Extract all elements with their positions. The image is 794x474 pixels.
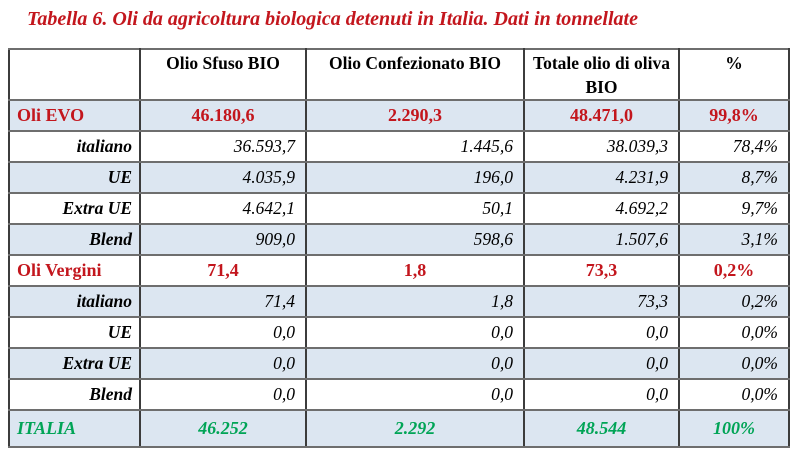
value-cell: 196,0 (305, 161, 525, 194)
header-cell-percent: % (678, 48, 790, 101)
row-label-cell: italiano (8, 130, 141, 163)
row-label-cell: UE (8, 161, 141, 194)
table-row: UE 0,0 0,0 0,0 0,0% (8, 316, 790, 349)
value-cell: 0,0 (523, 316, 680, 349)
row-label-cell: Oli Vergini (8, 254, 141, 287)
table-body: Oli EVO 46.180,6 2.290,3 48.471,0 99,8% itali… (8, 99, 790, 448)
table-row: italiano 36.593,7 1.445,6 38.039,3 78,4% (8, 130, 790, 163)
value-cell: 78,4% (678, 130, 790, 163)
value-cell: 2.290,3 (305, 99, 525, 132)
table-row: ITALIA 46.252 2.292 48.544 100% (8, 409, 790, 448)
value-cell: 48.544 (523, 409, 680, 448)
value-cell: 38.039,3 (523, 130, 680, 163)
value-cell: 0,2% (678, 254, 790, 287)
value-cell: 9,7% (678, 192, 790, 225)
header-cell-totale: Totale olio di oliva BIO (523, 48, 680, 101)
table-caption: Tabella 6. Oli da agricoltura biologica … (27, 8, 638, 30)
value-cell: 0,0 (523, 378, 680, 411)
row-label-cell: italiano (8, 285, 141, 318)
value-cell: 1,8 (305, 285, 525, 318)
table-row: Extra UE 0,0 0,0 0,0 0,0% (8, 347, 790, 380)
header-cell-olio-confezionato: Olio Confezionato BIO (305, 48, 525, 101)
value-cell: 71,4 (139, 285, 307, 318)
value-cell: 100% (678, 409, 790, 448)
row-label-cell: Oli EVO (8, 99, 141, 132)
value-cell: 0,0 (305, 347, 525, 380)
value-cell: 8,7% (678, 161, 790, 194)
table-row: Blend 909,0 598,6 1.507,6 3,1% (8, 223, 790, 256)
row-label-cell: Extra UE (8, 192, 141, 225)
value-cell: 1.445,6 (305, 130, 525, 163)
bio-oils-table: Olio Sfuso BIO Olio Confezionato BIO Tot… (8, 48, 790, 448)
value-cell: 0,0% (678, 316, 790, 349)
value-cell: 0,0 (523, 347, 680, 380)
value-cell: 46.252 (139, 409, 307, 448)
value-cell: 3,1% (678, 223, 790, 256)
value-cell: 1,8 (305, 254, 525, 287)
value-cell: 0,0% (678, 378, 790, 411)
value-cell: 0,2% (678, 285, 790, 318)
row-label-cell: ITALIA (8, 409, 141, 448)
value-cell: 0,0 (139, 347, 307, 380)
header-cell-olio-sfuso: Olio Sfuso BIO (139, 48, 307, 101)
value-cell: 0,0 (305, 316, 525, 349)
value-cell: 4.035,9 (139, 161, 307, 194)
value-cell: 4.231,9 (523, 161, 680, 194)
table-row: Oli Vergini 71,4 1,8 73,3 0,2% (8, 254, 790, 287)
value-cell: 46.180,6 (139, 99, 307, 132)
value-cell: 36.593,7 (139, 130, 307, 163)
row-label-cell: Blend (8, 223, 141, 256)
row-label-cell: UE (8, 316, 141, 349)
value-cell: 2.292 (305, 409, 525, 448)
table-row: UE 4.035,9 196,0 4.231,9 8,7% (8, 161, 790, 194)
value-cell: 4.692,2 (523, 192, 680, 225)
value-cell: 99,8% (678, 99, 790, 132)
table-row: Extra UE 4.642,1 50,1 4.692,2 9,7% (8, 192, 790, 225)
value-cell: 4.642,1 (139, 192, 307, 225)
value-cell: 0,0% (678, 347, 790, 380)
header-row: Olio Sfuso BIO Olio Confezionato BIO Tot… (8, 48, 790, 101)
header-cell-empty (8, 48, 141, 101)
value-cell: 73,3 (523, 254, 680, 287)
table-row: Blend 0,0 0,0 0,0 0,0% (8, 378, 790, 411)
value-cell: 0,0 (305, 378, 525, 411)
value-cell: 909,0 (139, 223, 307, 256)
value-cell: 48.471,0 (523, 99, 680, 132)
value-cell: 50,1 (305, 192, 525, 225)
value-cell: 598,6 (305, 223, 525, 256)
row-label-cell: Blend (8, 378, 141, 411)
value-cell: 1.507,6 (523, 223, 680, 256)
row-label-cell: Extra UE (8, 347, 141, 380)
value-cell: 71,4 (139, 254, 307, 287)
value-cell: 0,0 (139, 378, 307, 411)
value-cell: 73,3 (523, 285, 680, 318)
table-row: Oli EVO 46.180,6 2.290,3 48.471,0 99,8% (8, 99, 790, 132)
table-row: italiano 71,4 1,8 73,3 0,2% (8, 285, 790, 318)
value-cell: 0,0 (139, 316, 307, 349)
